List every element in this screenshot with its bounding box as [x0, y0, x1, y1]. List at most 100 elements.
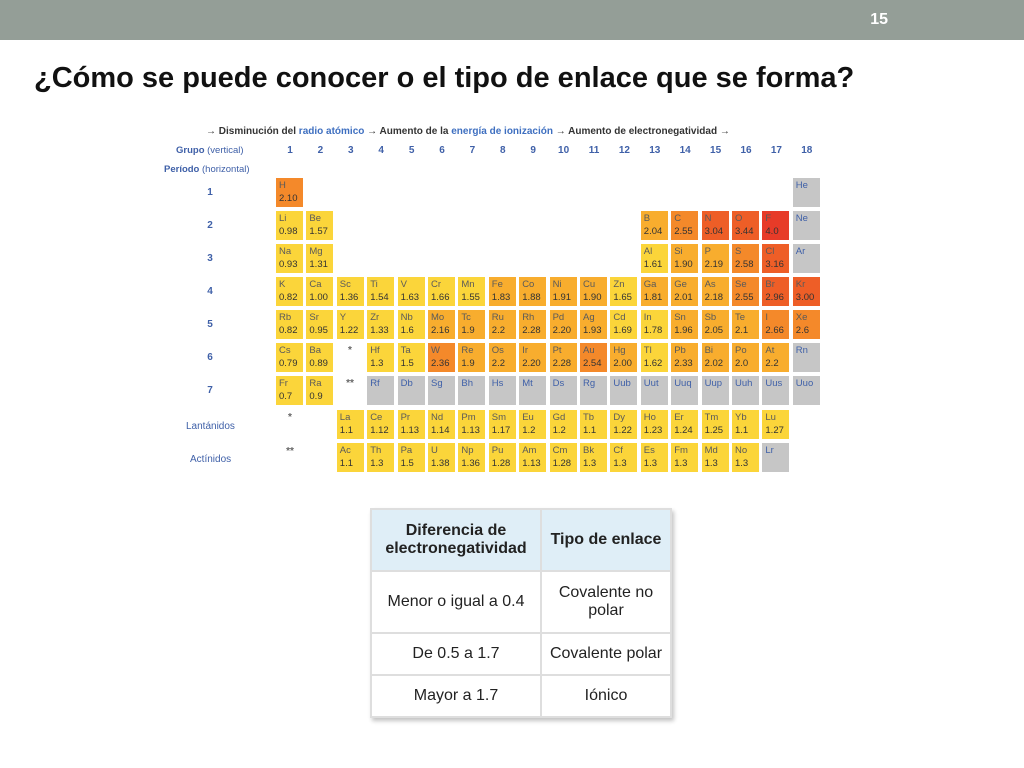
element-cell: U 1.38 [427, 442, 456, 473]
element-cell: Yb 1.1 [731, 409, 760, 440]
element-symbol: Yb [735, 412, 747, 423]
element-cell: Nb 1.6 [396, 309, 426, 340]
element-electronegativity: 1.9 [461, 325, 475, 336]
element-symbol: Cm [552, 445, 568, 456]
element-cell: Uup [700, 375, 730, 406]
element-symbol: Tc [461, 312, 471, 323]
element-electronegativity: 1.66 [431, 292, 450, 303]
element-electronegativity: 0.93 [279, 259, 298, 270]
element-electronegativity: 2.0 [735, 358, 749, 369]
element-symbol: U [431, 445, 438, 456]
element-symbol: Au [583, 345, 595, 356]
element-cell: Bi 2.02 [700, 342, 730, 373]
element-symbol: Hf [370, 345, 380, 356]
element-electronegativity: 0.9 [309, 391, 323, 402]
element-electronegativity: 1.1 [735, 425, 749, 436]
element-symbol: Nd [431, 412, 444, 423]
element-electronegativity: 2.1 [735, 325, 749, 336]
element-cell: La 1.1 [335, 409, 365, 440]
element-symbol: Ho [643, 412, 656, 423]
element-cell: B 2.04 [639, 210, 669, 241]
element-cell: Ba 0.89 [305, 342, 335, 373]
element-symbol: Bh [461, 378, 474, 389]
element-cell: Ta 1.5 [396, 342, 426, 373]
element-cell: W 2.36 [427, 342, 456, 373]
table-header-row: Diferencia de electronegatividad Tipo de… [370, 508, 672, 572]
element-cell: Tl 1.62 [639, 342, 669, 373]
element-electronegativity: 1.27 [765, 425, 784, 436]
element-cell: Ho 1.23 [639, 409, 669, 440]
element-cell: Zr 1.33 [366, 309, 396, 340]
element-symbol: Db [400, 378, 413, 389]
element-electronegativity: 1.3 [674, 458, 688, 469]
element-electronegativity: 1.69 [613, 325, 632, 336]
element-cell: Fm 1.3 [670, 442, 700, 473]
element-cell: Kr 3.00 [791, 276, 821, 307]
element-symbol: H [279, 180, 286, 191]
element-cell: Dy 1.22 [609, 409, 639, 440]
element-cell: Br 2.96 [761, 276, 791, 307]
element-symbol: Se [735, 279, 747, 290]
element-cell: Am 1.13 [518, 442, 548, 473]
element-electronegativity: 1.96 [674, 325, 693, 336]
element-symbol: Sb [704, 312, 717, 323]
element-symbol: Rh [522, 312, 535, 323]
element-symbol: Bi [704, 345, 714, 356]
period-number: 7 [207, 385, 213, 396]
element-cell: I 2.66 [761, 309, 791, 340]
element-electronegativity: 0.95 [309, 325, 328, 336]
element-cell: Pd 2.20 [548, 309, 578, 340]
element-cell: Md 1.3 [700, 442, 730, 473]
group-number: 5 [408, 145, 415, 156]
element-electronegativity: 1.9 [461, 358, 475, 369]
element-cell: Pt 2.28 [548, 342, 578, 373]
element-symbol: Ta [400, 345, 411, 356]
element-symbol: Cr [431, 279, 442, 290]
element-cell: Fe 1.83 [487, 276, 517, 307]
element-electronegativity: 1.88 [522, 292, 541, 303]
element-cell: Pm 1.13 [457, 409, 487, 440]
table-row: Mayor a 1.7 Iónico [370, 674, 672, 718]
element-cell: Mt [518, 375, 548, 406]
element-cell: Rg [579, 375, 608, 406]
element-electronegativity: 3.00 [795, 292, 815, 303]
element-symbol: Sn [674, 312, 686, 323]
cell-difference: De 0.5 a 1.7 [370, 632, 542, 676]
element-electronegativity: 1.25 [704, 425, 724, 436]
element-symbol: Uut [643, 378, 659, 389]
element-cell: Na 0.93 [275, 243, 304, 274]
element-electronegativity: 1.14 [431, 425, 450, 436]
element-electronegativity: 1.31 [309, 259, 328, 270]
element-cell: Uuq [670, 375, 700, 406]
header-bond-type: Tipo de enlace [540, 508, 672, 572]
element-symbol: O [735, 213, 743, 224]
element-electronegativity: 1.2 [552, 425, 566, 436]
element-cell: Rn [791, 342, 821, 373]
element-symbol: Pt [552, 345, 562, 356]
element-symbol: Ga [643, 279, 657, 290]
element-electronegativity: 2.19 [704, 259, 724, 270]
element-cell: Lu 1.27 [761, 409, 791, 440]
element-cell: Ce 1.12 [366, 409, 396, 440]
element-electronegativity: 2.55 [735, 292, 754, 303]
element-cell: Es 1.3 [639, 442, 669, 473]
element-symbol: Uup [704, 378, 723, 389]
element-symbol: Gd [552, 412, 566, 423]
element-cell: Pb 2.33 [670, 342, 700, 373]
element-cell: Sg [427, 375, 456, 406]
element-electronegativity: 1.3 [643, 458, 658, 469]
element-cell: Os 2.2 [487, 342, 517, 373]
element-symbol: Mt [522, 378, 533, 389]
element-symbol: Mg [309, 246, 323, 257]
element-symbol: Uuh [735, 378, 753, 389]
element-cell: Ar [791, 243, 821, 274]
element-cell: At 2.2 [761, 342, 791, 373]
element-symbol: Po [735, 345, 747, 356]
lanthanide-marker: * [348, 345, 352, 356]
period-number: 3 [207, 253, 213, 264]
element-cell: In 1.78 [639, 309, 669, 340]
element-symbol: He [795, 180, 808, 191]
element-electronegativity: 2.96 [765, 292, 784, 303]
element-cell: Pr 1.13 [396, 409, 426, 440]
element-cell: Se 2.55 [731, 276, 760, 307]
